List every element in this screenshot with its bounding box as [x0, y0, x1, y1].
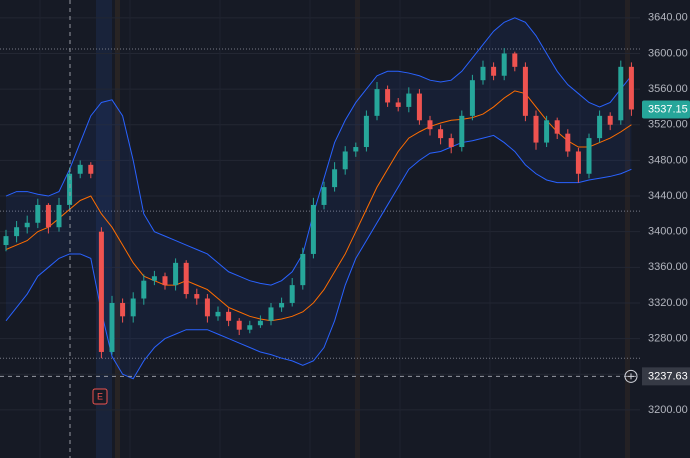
candle-body — [24, 222, 30, 228]
candle-body — [618, 66, 624, 121]
candle-body — [67, 173, 73, 205]
candle-body — [226, 311, 232, 321]
candle-body — [257, 320, 263, 326]
crosshair-label-bg — [642, 367, 690, 386]
candle-body — [480, 66, 486, 81]
band-fill — [6, 17, 632, 379]
y-tick-label: 3440.00 — [648, 190, 688, 202]
candle-body — [162, 276, 168, 286]
candle-body — [469, 80, 475, 116]
candle-body — [98, 231, 104, 352]
candle-body — [628, 66, 634, 110]
candle-body — [395, 102, 401, 107]
y-tick-label: 3360.00 — [648, 261, 688, 273]
candle-body — [183, 262, 189, 295]
y-tick-label: 3640.00 — [648, 12, 688, 24]
crosshair-label: 3237.63 — [648, 370, 688, 382]
y-tick-label: 3200.00 — [648, 404, 688, 416]
candle-body — [204, 298, 210, 317]
candle-body — [268, 307, 274, 321]
candle-body — [607, 115, 613, 125]
candle-body — [597, 115, 603, 139]
candle-body — [289, 285, 295, 303]
y-tick-label: 3400.00 — [648, 226, 688, 238]
candle-body — [586, 138, 592, 174]
candle-body — [406, 93, 412, 107]
event-marker-box — [92, 388, 108, 405]
candle-body — [310, 204, 316, 254]
candle-body — [141, 280, 147, 299]
session-highlight — [115, 0, 120, 458]
candle-body — [215, 311, 221, 317]
candle-body — [88, 164, 94, 174]
candle-body — [35, 204, 41, 223]
candle-body — [56, 204, 62, 228]
y-tick-label: 3480.00 — [648, 154, 688, 166]
candle-body — [363, 115, 369, 148]
candle-body — [512, 53, 518, 67]
candle-body — [544, 120, 550, 143]
candle-body — [45, 204, 51, 228]
candle-body — [236, 320, 242, 330]
y-tick-label: 3600.00 — [648, 47, 688, 59]
candle-body — [332, 169, 338, 188]
last-price-bg — [642, 100, 690, 119]
add-alert-button — [624, 369, 638, 383]
candle-body — [416, 93, 422, 121]
candle-body — [300, 253, 306, 286]
candle-body — [151, 276, 157, 281]
candle-body — [554, 120, 560, 134]
y-tick-label: 3560.00 — [648, 83, 688, 95]
y-tick-label: 3280.00 — [648, 333, 688, 345]
candle-body — [522, 66, 528, 116]
last-price-label: 3537.15 — [648, 103, 688, 115]
candle-body — [342, 151, 348, 170]
session-highlight — [625, 0, 630, 458]
candle-body — [491, 66, 497, 76]
candle-body — [459, 115, 465, 148]
candle-body — [109, 302, 115, 352]
candle-body — [575, 151, 581, 174]
candle-body — [321, 187, 327, 205]
candle-body — [565, 133, 571, 152]
candle-body — [247, 325, 253, 330]
candle-body — [438, 129, 444, 139]
candle-body — [279, 302, 285, 308]
y-tick-label: 3320.00 — [648, 297, 688, 309]
event-marker: E — [97, 391, 103, 401]
candle-body — [385, 89, 391, 103]
indicator-line — [5, 17, 632, 286]
candle-body — [120, 302, 126, 317]
candle-body — [14, 227, 20, 237]
y-tick-label: 3520.00 — [648, 119, 688, 131]
candle-body — [130, 298, 136, 317]
candle-body — [448, 138, 454, 148]
candle-body — [501, 53, 507, 76]
candle-body — [374, 89, 380, 116]
candle-body — [173, 262, 179, 286]
candle-body — [427, 120, 433, 130]
candle-body — [533, 115, 539, 143]
candle-body — [353, 147, 359, 152]
candle-body — [77, 164, 83, 174]
candle-body — [3, 236, 9, 246]
candle-body — [194, 294, 200, 299]
add-alert-icon — [628, 373, 634, 380]
